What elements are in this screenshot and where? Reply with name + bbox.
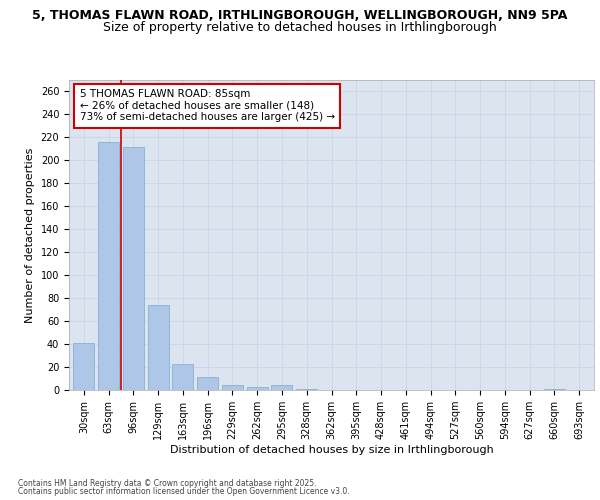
- X-axis label: Distribution of detached houses by size in Irthlingborough: Distribution of detached houses by size …: [170, 445, 493, 455]
- Bar: [271, 386, 292, 390]
- Y-axis label: Number of detached properties: Number of detached properties: [25, 148, 35, 322]
- Bar: [172, 364, 193, 390]
- Text: Contains HM Land Registry data © Crown copyright and database right 2025.: Contains HM Land Registry data © Crown c…: [18, 478, 317, 488]
- Bar: [148, 305, 169, 390]
- Bar: [222, 386, 243, 390]
- Bar: [544, 389, 565, 390]
- Text: Size of property relative to detached houses in Irthlingborough: Size of property relative to detached ho…: [103, 21, 497, 34]
- Bar: [73, 343, 94, 390]
- Text: 5 THOMAS FLAWN ROAD: 85sqm
← 26% of detached houses are smaller (148)
73% of sem: 5 THOMAS FLAWN ROAD: 85sqm ← 26% of deta…: [79, 90, 335, 122]
- Bar: [296, 389, 317, 390]
- Bar: [247, 386, 268, 390]
- Text: Contains public sector information licensed under the Open Government Licence v3: Contains public sector information licen…: [18, 487, 350, 496]
- Bar: [197, 378, 218, 390]
- Text: 5, THOMAS FLAWN ROAD, IRTHLINGBOROUGH, WELLINGBOROUGH, NN9 5PA: 5, THOMAS FLAWN ROAD, IRTHLINGBOROUGH, W…: [32, 9, 568, 22]
- Bar: [123, 146, 144, 390]
- Bar: [98, 142, 119, 390]
